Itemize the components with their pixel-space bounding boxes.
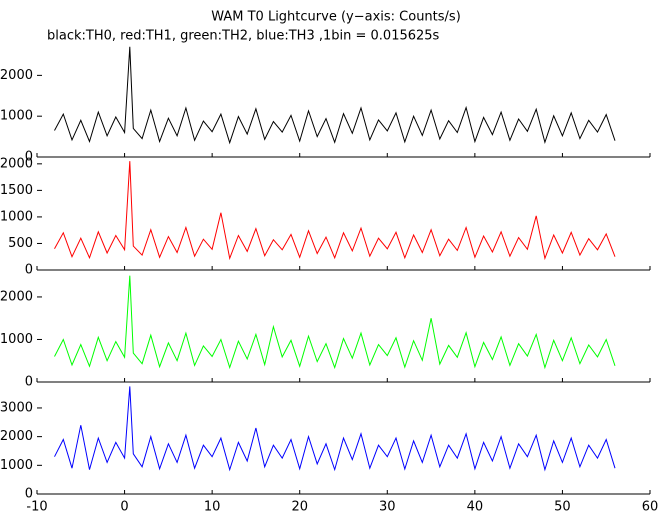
y-tick-label: 1000 <box>0 109 33 124</box>
lightcurve <box>54 275 616 370</box>
y-tick-label: 2000 <box>0 429 33 444</box>
lightcurve <box>54 386 616 472</box>
lightcurve <box>54 46 616 145</box>
y-tick-label: 3000 <box>0 400 33 415</box>
x-tick-label: 30 <box>379 500 396 515</box>
y-tick-label: 0 <box>25 150 33 165</box>
x-tick-label: 50 <box>554 500 571 515</box>
y-tick-label: 2000 <box>0 156 33 171</box>
y-tick-label: 1000 <box>0 332 33 347</box>
chart-subtitle: black:TH0, red:TH1, green:TH2, blue:TH3 … <box>47 29 440 44</box>
x-tick-label: 10 <box>204 500 221 515</box>
y-tick-label: 0 <box>25 263 33 278</box>
chart-title: WAM T0 Lightcurve (y−axis: Counts/s) <box>211 10 461 25</box>
y-tick-label: 1000 <box>0 209 33 224</box>
y-tick-label: 2000 <box>0 289 33 304</box>
x-tick-label: 60 <box>642 500 659 515</box>
y-tick-label: 2000 <box>0 68 33 83</box>
y-tick-label: 0 <box>25 375 33 390</box>
x-tick-label: 40 <box>467 500 484 515</box>
x-tick-label: -10 <box>26 500 47 515</box>
y-tick-label: 500 <box>8 236 33 251</box>
y-tick-label: 1000 <box>0 458 33 473</box>
y-tick-label: 0 <box>25 487 33 502</box>
y-tick-label: 1500 <box>0 183 33 198</box>
lightcurve <box>54 161 616 261</box>
x-tick-label: 0 <box>120 500 128 515</box>
x-tick-label: 20 <box>291 500 308 515</box>
